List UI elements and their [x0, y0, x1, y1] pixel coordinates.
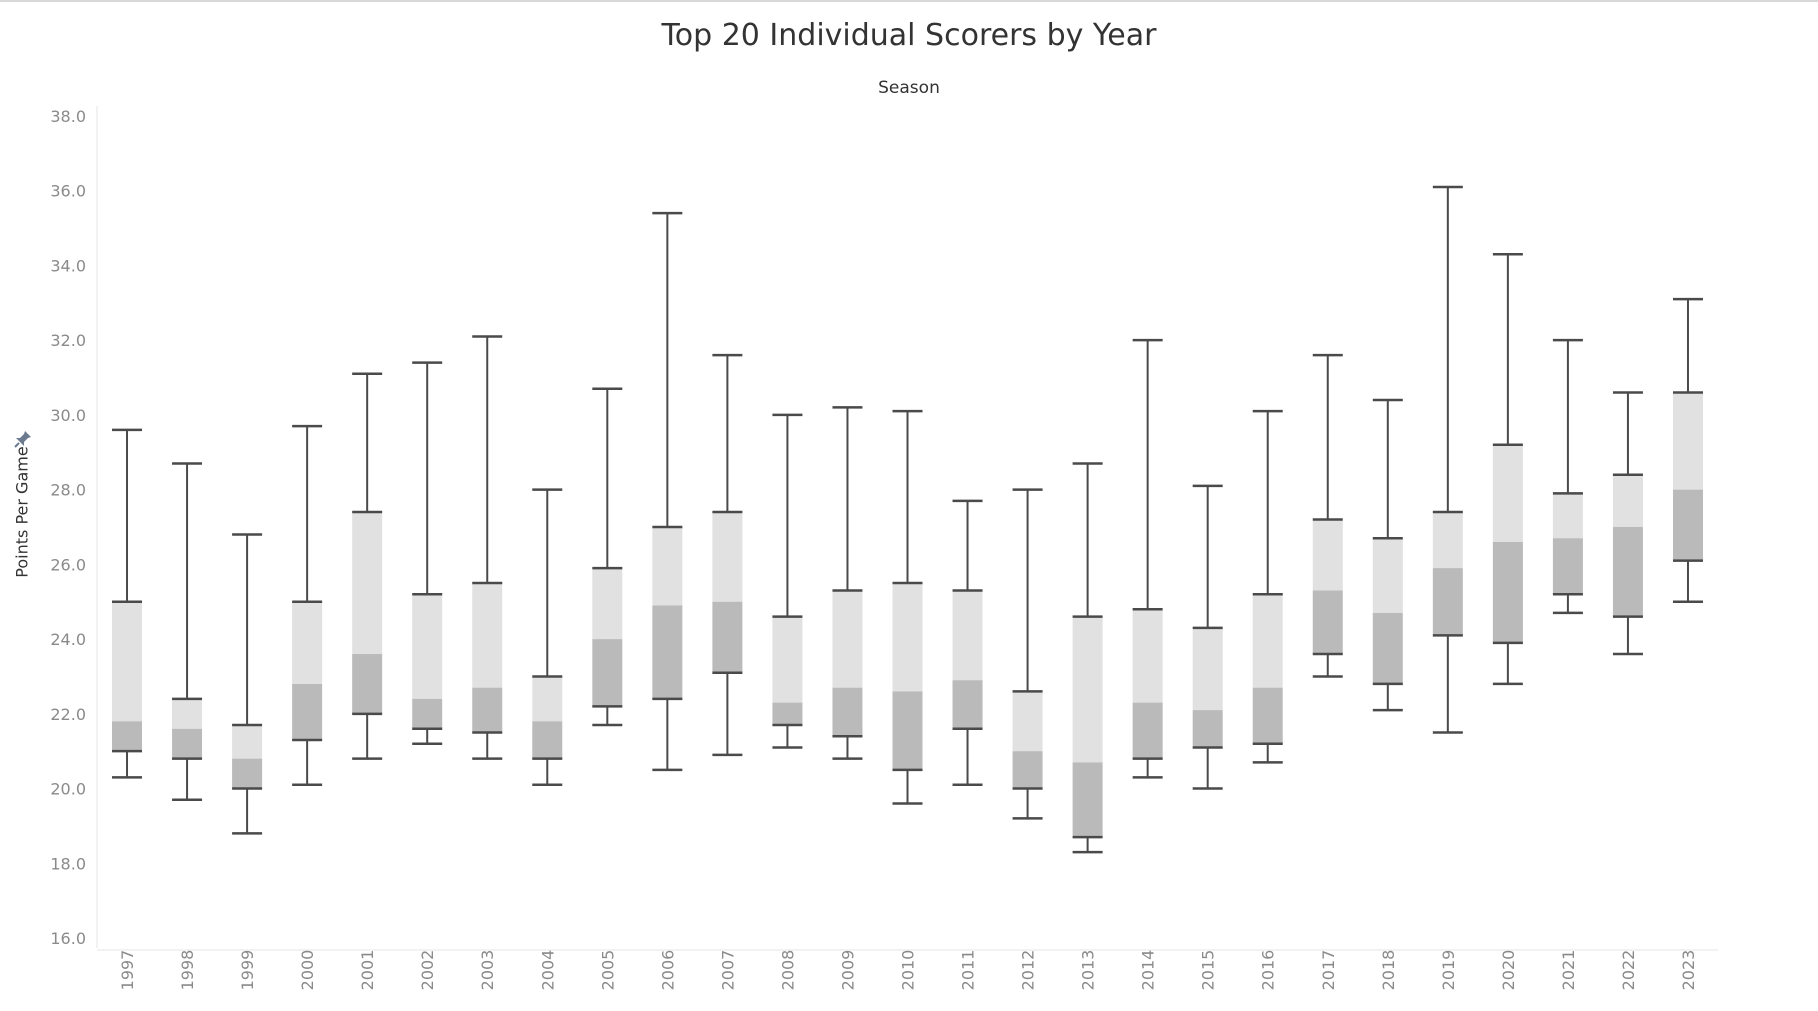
lower-box	[172, 728, 203, 759]
x-tick-label: 2015	[1199, 950, 1218, 991]
x-tick-label: 2023	[1679, 950, 1698, 991]
lower-box	[1492, 541, 1523, 643]
upper-box	[1612, 474, 1643, 527]
upper-box	[1492, 444, 1523, 542]
x-tick-label: 2019	[1439, 950, 1458, 991]
x-tick-label: 2017	[1319, 950, 1338, 991]
lower-box	[232, 758, 263, 789]
lower-box	[1012, 751, 1043, 789]
lower-box	[472, 687, 503, 733]
upper-box	[292, 601, 323, 684]
lower-box	[592, 639, 623, 707]
y-tick-label: 22.0	[50, 705, 86, 724]
upper-box	[532, 676, 563, 722]
upper-box	[1132, 609, 1163, 703]
upper-box	[352, 512, 383, 655]
upper-box	[1312, 519, 1343, 591]
upper-box	[652, 527, 683, 606]
chart-title: Top 20 Individual Scorers by Year	[661, 18, 1157, 53]
lower-box	[1252, 687, 1283, 744]
lower-box	[532, 721, 563, 759]
x-tick-label: 2014	[1139, 950, 1158, 991]
upper-box	[1012, 691, 1043, 752]
x-tick-label: 2001	[358, 950, 377, 991]
upper-box	[1552, 493, 1583, 539]
x-tick-label: 2022	[1619, 950, 1638, 991]
lower-box	[1192, 710, 1223, 748]
x-tick-label: 2016	[1259, 950, 1278, 991]
lower-box	[412, 698, 443, 729]
lower-box	[112, 721, 143, 752]
x-tick-label: 2009	[838, 950, 857, 991]
y-tick-label: 20.0	[50, 780, 86, 799]
x-tick-label: 2008	[778, 950, 797, 991]
lower-box	[952, 680, 983, 729]
x-tick-label: 2010	[899, 950, 918, 991]
x-tick-label: 2021	[1559, 950, 1578, 991]
lower-box	[1432, 568, 1463, 636]
y-tick-label: 32.0	[50, 331, 86, 350]
upper-box	[1372, 538, 1403, 613]
x-tick-label: 1997	[118, 950, 137, 991]
x-tick-label: 1999	[238, 950, 257, 991]
x-tick-label: 1998	[178, 950, 197, 991]
upper-box	[172, 698, 203, 729]
top-border	[0, 0, 1818, 2]
y-tick-label: 26.0	[50, 555, 86, 574]
y-tick-label: 34.0	[50, 256, 86, 275]
x-tick-label: 2018	[1379, 950, 1398, 991]
y-tick-label: 36.0	[50, 182, 86, 201]
lower-box	[1132, 702, 1163, 759]
upper-box	[472, 583, 503, 688]
pin-icon[interactable]	[14, 430, 32, 448]
upper-box	[112, 601, 143, 722]
y-tick-label: 28.0	[50, 481, 86, 500]
x-tick-label: 2013	[1079, 950, 1098, 991]
upper-box	[892, 583, 923, 692]
upper-box	[1072, 616, 1103, 763]
x-tick-label: 2020	[1499, 950, 1518, 991]
upper-box	[412, 594, 443, 699]
x-tick-label: 2011	[959, 950, 978, 991]
y-tick-label: 38.0	[50, 107, 86, 126]
lower-box	[712, 601, 743, 673]
upper-box	[1252, 594, 1283, 688]
y-tick-label: 30.0	[50, 406, 86, 425]
lower-box	[1312, 590, 1343, 655]
column-header: Season	[878, 78, 940, 98]
lower-box	[1612, 527, 1643, 617]
x-tick-label: 2007	[718, 950, 737, 991]
y-tick-label: 18.0	[50, 854, 86, 873]
x-tick-label: 2006	[658, 950, 677, 991]
upper-box	[772, 616, 803, 703]
y-tick-label: 16.0	[50, 929, 86, 948]
upper-box	[592, 568, 623, 640]
upper-box	[832, 590, 863, 688]
x-tick-label: 2005	[598, 950, 617, 991]
y-tick-label: 24.0	[50, 630, 86, 649]
lower-box	[1372, 612, 1403, 684]
upper-box	[1192, 627, 1223, 711]
upper-box	[1672, 392, 1703, 490]
x-tick-label: 2002	[418, 950, 437, 991]
lower-box	[832, 687, 863, 737]
x-tick-label: 2004	[538, 950, 557, 991]
lower-box	[1552, 538, 1583, 595]
lower-box	[292, 683, 323, 740]
x-tick-label: 2003	[478, 950, 497, 991]
lower-box	[1072, 762, 1103, 838]
lower-box	[892, 691, 923, 770]
upper-box	[1432, 512, 1463, 569]
upper-box	[232, 725, 263, 759]
lower-box	[772, 702, 803, 726]
upper-box	[952, 590, 983, 681]
x-tick-label: 2012	[1019, 950, 1038, 991]
lower-box	[352, 654, 383, 714]
lower-box	[1672, 489, 1703, 561]
lower-box	[652, 605, 683, 699]
x-tick-label: 2000	[298, 950, 317, 991]
upper-box	[712, 512, 743, 602]
